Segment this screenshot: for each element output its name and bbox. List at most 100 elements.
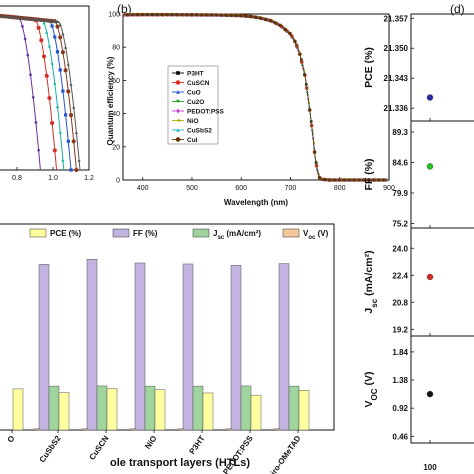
panel-a-point — [50, 19, 54, 23]
panel-b-series — [122, 12, 389, 182]
panel-c-bar — [278, 263, 290, 431]
panel-a-point — [66, 89, 71, 94]
panel-b-series-line — [122, 14, 389, 181]
panel-b-point — [130, 12, 135, 17]
panel-b-point — [179, 12, 184, 17]
panel-a-point — [31, 95, 35, 100]
panel-d-subplot: 21.357 21.350 21.343 21.336 PCE (%) — [363, 13, 474, 122]
panel-a-point — [45, 30, 49, 34]
panel-b-frame — [122, 13, 390, 181]
panel-a-point — [37, 18, 41, 22]
panel-b-point — [204, 13, 209, 17]
panel-b-legend-marker — [175, 80, 181, 85]
panel-c: PCE (%) FF (%) Jsc (mA/cm²) Voc (V) O CuSbS2… — [0, 223, 335, 474]
panel-d-point — [426, 273, 434, 281]
panel-a-point — [55, 19, 60, 24]
panel-c-bar — [230, 265, 242, 431]
panel-a-point — [50, 61, 54, 65]
panel-a-point — [34, 17, 38, 21]
panel-b-axes: 400 500 600 700 800 900 0 20 40 60 80 100 — [108, 12, 395, 193]
panel-a-point — [18, 16, 22, 20]
panel-b-point — [189, 13, 194, 17]
panel-a-point — [44, 73, 49, 78]
panel-b-point — [174, 12, 179, 17]
panel-b-point — [165, 12, 169, 17]
panel-b-curves — [122, 12, 390, 182]
panel-c-legend-swatch — [29, 228, 47, 238]
panel-c-bar — [96, 385, 108, 431]
panel-a-point — [53, 81, 57, 85]
panel-a-x-tick-label: 0.8 — [12, 175, 22, 182]
panel-b-legend-marker — [175, 137, 181, 142]
panel-a-curves — [0, 13, 81, 173]
panel-b-x-tick-label: 400 — [137, 185, 149, 192]
panel-a-point — [23, 16, 27, 20]
panel-b-point — [357, 178, 361, 182]
panel-b-legend-item: CuSCN — [172, 80, 210, 87]
panel-a-point — [53, 35, 57, 39]
panel-b-point — [342, 178, 346, 182]
panel-c-bar — [240, 385, 252, 431]
panel-c-bar — [202, 392, 214, 431]
panel-d-frame — [410, 227, 474, 337]
panel-b-legend-item: PEDOT:PSS — [172, 108, 225, 115]
panel-a-point — [52, 148, 57, 153]
panel-b-point — [288, 31, 292, 36]
panel-b-legend-box — [167, 65, 219, 145]
panel-a-point — [58, 68, 62, 72]
panel-d-y-label: Jsc (mA/cm²) — [363, 250, 379, 313]
panel-c-legend-label: PCE (%) — [50, 229, 81, 238]
panel-d-y-tick-label: 0.92 — [392, 404, 408, 413]
panel-a-point — [66, 139, 70, 143]
panel-a-point — [31, 17, 35, 21]
panel-b-series — [122, 13, 389, 182]
panel-c-legend-label: Jsc (mA/cm²) — [213, 229, 261, 241]
panel-d-frame — [410, 120, 474, 229]
panel-a-point — [60, 50, 66, 55]
panel-c-x-tick-label: CuSCN — [87, 434, 110, 462]
panel-b-legend-marker — [176, 108, 180, 114]
panel-a-point — [47, 19, 51, 23]
panel-a-point — [55, 50, 60, 54]
panel-b-point — [145, 12, 149, 17]
panel-a-point — [64, 113, 68, 117]
panel-b-point — [347, 178, 351, 182]
panel-c-bar — [144, 385, 156, 431]
panel-b-point — [258, 16, 263, 20]
panel-b-series — [122, 13, 389, 182]
panel-b-x-tick-label: 500 — [186, 185, 198, 192]
panel-b-point — [155, 12, 159, 17]
panel-c-x-tick-label: NiO — [143, 434, 159, 451]
panel-a-point — [34, 120, 38, 125]
panel-c-legend-item: FF (%) — [112, 228, 158, 238]
panel-b-series — [122, 12, 389, 182]
panel-a-point — [47, 44, 51, 48]
panel-c-x-tick-label: P3HT — [188, 434, 207, 456]
panel-b-point — [194, 13, 199, 17]
panel-a-point — [23, 36, 27, 41]
panel-d-y-label: VOC (V) — [363, 372, 379, 408]
panel-b-point — [317, 175, 322, 180]
panel-a-point — [50, 24, 54, 28]
panel-c-bar — [58, 392, 70, 431]
panel-c-series — [12, 388, 310, 431]
panel-b-point — [150, 12, 154, 17]
panel-c-series — [48, 385, 300, 431]
panel-b-legend-label: CuSCN — [187, 80, 210, 87]
panel-c-legend: PCE (%) FF (%) Jsc (mA/cm²) Voc (V) — [29, 228, 329, 241]
panel-b-y-tick-label: 80 — [112, 45, 120, 52]
panel-a-point — [61, 89, 65, 93]
panel-b-series-line — [122, 14, 389, 181]
panel-a-point — [77, 158, 81, 162]
panel-b-point — [362, 178, 366, 182]
panel-c-bar — [225, 428, 233, 431]
panel-a-curve — [0, 14, 81, 171]
panel-a-point — [28, 72, 33, 77]
panel-b-point — [367, 178, 371, 182]
panel-a-point — [7, 15, 11, 19]
panel-d-y-tick-label: 1.84 — [392, 348, 408, 357]
panel-d-y-tick-label: 79.9 — [392, 189, 408, 198]
panel-b-point — [209, 13, 213, 17]
panel-a-point — [71, 139, 76, 144]
panel-b-legend-label: CuI — [187, 137, 198, 144]
